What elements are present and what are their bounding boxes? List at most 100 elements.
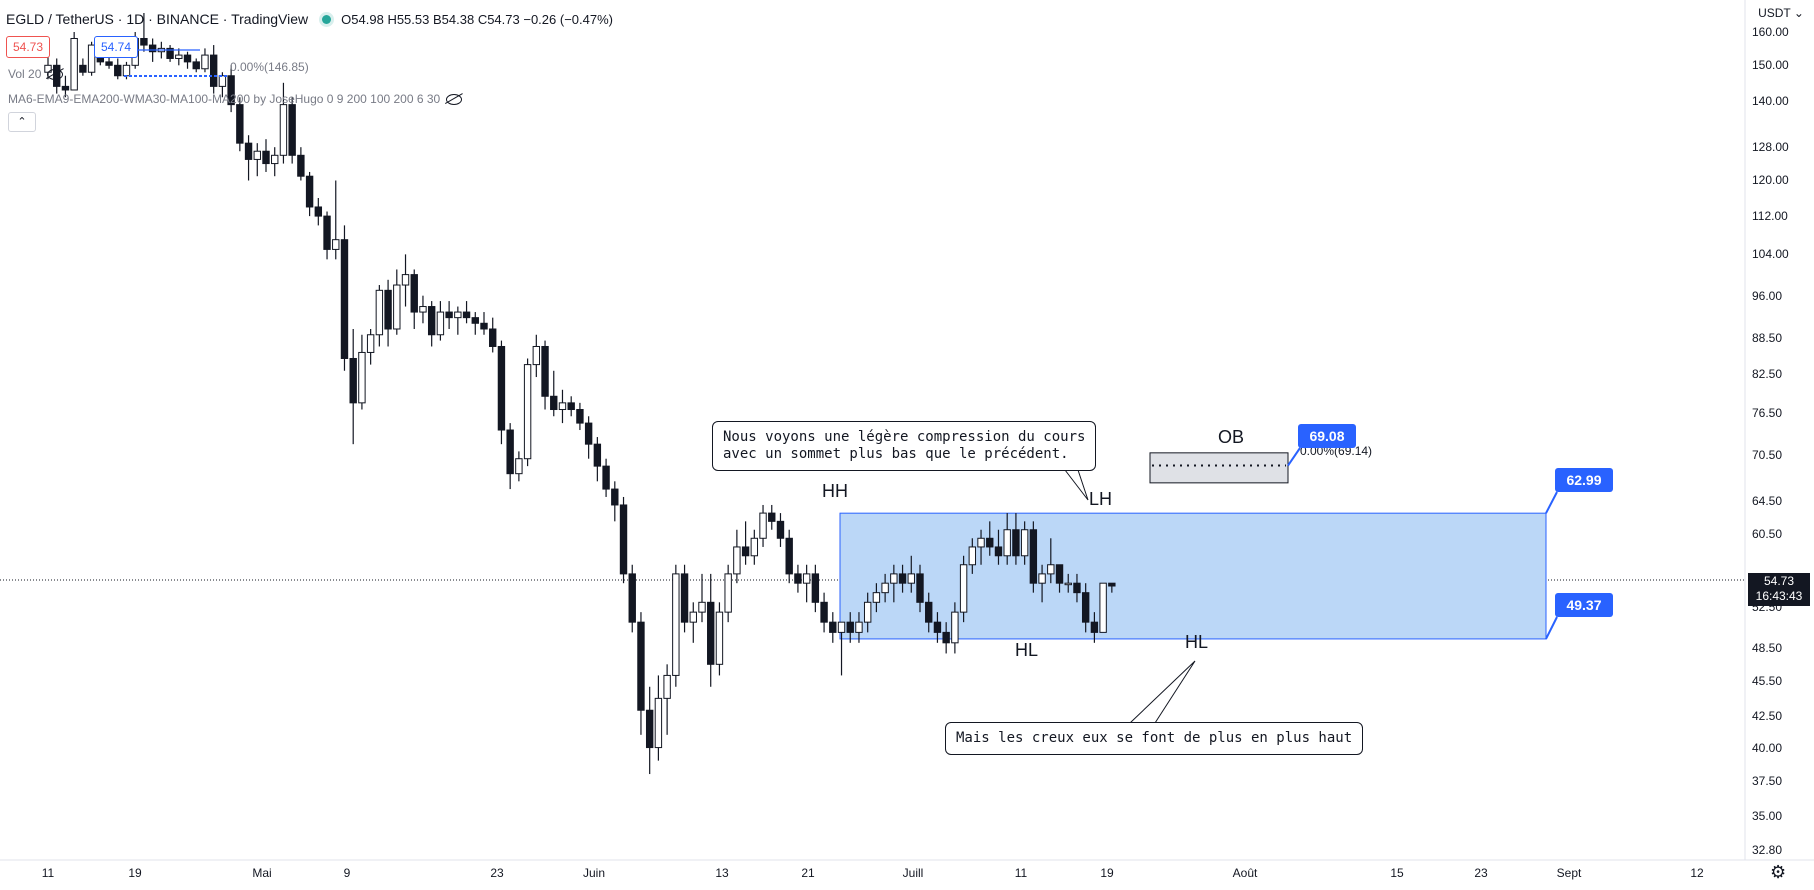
candle[interactable]: [279, 82, 288, 164]
candle[interactable]: [332, 180, 340, 260]
candle[interactable]: [1003, 513, 1011, 565]
candle[interactable]: [366, 328, 375, 365]
currency-selector[interactable]: USDT ⌄: [1758, 6, 1804, 20]
candle[interactable]: [890, 564, 898, 603]
collapse-legend-button[interactable]: ⌃: [8, 112, 36, 132]
candle[interactable]: [724, 564, 732, 623]
gear-icon[interactable]: ⚙: [1770, 862, 1787, 882]
candle[interactable]: [584, 416, 593, 459]
tag-range-top[interactable]: 62.99: [1555, 468, 1613, 492]
candle[interactable]: [349, 328, 357, 445]
candle[interactable]: [855, 612, 863, 643]
candle[interactable]: [933, 612, 942, 643]
candle[interactable]: [358, 334, 366, 410]
candle[interactable]: [733, 529, 741, 584]
candle[interactable]: [829, 612, 837, 643]
candle[interactable]: [87, 41, 96, 76]
candle[interactable]: [1038, 564, 1046, 603]
symbol-title[interactable]: EGLD / TetherUS · 1D · BINANCE · Trading…: [6, 11, 309, 27]
candle[interactable]: [1020, 521, 1029, 565]
candle[interactable]: [166, 45, 174, 62]
label-hl-2[interactable]: HL: [1185, 632, 1209, 652]
candle[interactable]: [209, 45, 218, 94]
candle[interactable]: [863, 592, 872, 633]
candle[interactable]: [680, 564, 689, 633]
candle[interactable]: [820, 592, 828, 633]
candle[interactable]: [340, 225, 349, 371]
volume-legend[interactable]: Vol 20: [8, 67, 64, 81]
candle[interactable]: [305, 171, 314, 217]
candle[interactable]: [715, 602, 724, 676]
candle[interactable]: [401, 254, 410, 307]
candle[interactable]: [480, 312, 488, 335]
candle[interactable]: [393, 269, 401, 335]
candle[interactable]: [707, 573, 715, 687]
candle[interactable]: [462, 301, 471, 324]
candle[interactable]: [593, 437, 602, 482]
tag-range-bottom[interactable]: 49.37: [1555, 593, 1613, 617]
candle[interactable]: [323, 211, 331, 260]
candle[interactable]: [471, 312, 479, 335]
candle[interactable]: [288, 97, 296, 164]
candle[interactable]: [1081, 583, 1090, 633]
candle[interactable]: [436, 301, 445, 341]
candle[interactable]: [183, 51, 192, 69]
eye-off-icon[interactable]: [446, 94, 463, 106]
candle[interactable]: [768, 504, 776, 530]
candle[interactable]: [1090, 612, 1099, 643]
candle[interactable]: [628, 564, 636, 633]
candle[interactable]: [907, 555, 915, 593]
candle[interactable]: [262, 139, 270, 172]
candle[interactable]: [419, 295, 427, 324]
candle[interactable]: [541, 340, 549, 410]
candle[interactable]: [977, 529, 985, 565]
candle[interactable]: [802, 564, 811, 603]
candle[interactable]: [611, 481, 619, 522]
candle[interactable]: [114, 58, 122, 80]
candle[interactable]: [497, 340, 506, 445]
candle[interactable]: [750, 529, 759, 565]
candle[interactable]: [227, 65, 235, 113]
label-hh[interactable]: HH: [822, 481, 848, 501]
label-hl-1[interactable]: HL: [1015, 640, 1039, 660]
candle[interactable]: [1047, 538, 1055, 584]
candle[interactable]: [925, 592, 933, 633]
callout-compression[interactable]: Nous voyons une légère compression du co…: [712, 421, 1097, 471]
label-lh[interactable]: LH: [1089, 489, 1113, 509]
candle[interactable]: [898, 564, 907, 593]
candle[interactable]: [794, 564, 802, 593]
candle[interactable]: [454, 306, 462, 335]
candle[interactable]: [619, 496, 628, 584]
candle[interactable]: [523, 358, 532, 467]
candle[interactable]: [201, 48, 209, 73]
candle[interactable]: [637, 612, 645, 735]
candle[interactable]: [244, 135, 253, 181]
candle[interactable]: [1029, 521, 1038, 593]
candle[interactable]: [1012, 513, 1020, 565]
candle[interactable]: [297, 147, 305, 181]
candle[interactable]: [218, 72, 227, 98]
candle[interactable]: [384, 279, 392, 347]
eye-off-icon[interactable]: [47, 69, 64, 81]
candle[interactable]: [445, 301, 453, 329]
candle[interactable]: [942, 622, 950, 654]
candle[interactable]: [654, 675, 663, 761]
candle[interactable]: [759, 504, 767, 547]
candle[interactable]: [515, 451, 523, 482]
range-zone[interactable]: [839, 512, 1547, 640]
candle[interactable]: [837, 621, 846, 676]
candle[interactable]: [602, 458, 610, 497]
candle[interactable]: [489, 317, 497, 353]
candle[interactable]: [846, 612, 854, 643]
candle[interactable]: [576, 402, 584, 431]
candle[interactable]: [70, 32, 78, 91]
candle[interactable]: [986, 521, 994, 556]
candle[interactable]: [951, 602, 959, 654]
candle[interactable]: [506, 423, 514, 490]
candle[interactable]: [567, 396, 575, 417]
candle[interactable]: [253, 143, 261, 177]
candle[interactable]: [1064, 573, 1072, 593]
candle[interactable]: [314, 197, 323, 226]
candle[interactable]: [872, 583, 881, 613]
